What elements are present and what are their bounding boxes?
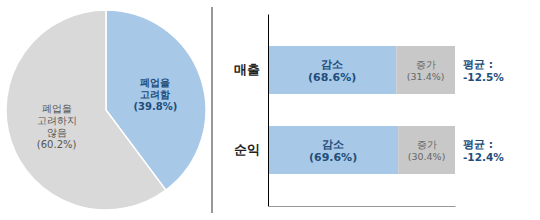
text-line: (30.4%) bbox=[408, 150, 446, 161]
x-axis bbox=[269, 206, 456, 207]
pie: 폐업을고려함(39.8%)폐업을고려하지않음(60.2%) bbox=[6, 10, 206, 210]
annotation: 평균 :-12.5% bbox=[463, 58, 504, 83]
x-axis-line bbox=[269, 206, 456, 207]
text-line: 평균 : bbox=[463, 138, 493, 150]
bars bbox=[268, 46, 455, 174]
text-line: 평균 : bbox=[463, 58, 493, 70]
bar bbox=[398, 126, 455, 174]
bar bbox=[268, 46, 396, 94]
divider bbox=[211, 7, 212, 213]
y-tick-label: 순익 bbox=[234, 142, 260, 157]
chart: 폐업을고려함(39.8%)폐업을고려하지않음(60.2%)감소(68.6%)감소… bbox=[0, 0, 540, 220]
text-line: (68.6%) bbox=[308, 70, 356, 83]
text-line: (39.8%) bbox=[133, 100, 177, 111]
text-line: -12.4% bbox=[463, 151, 504, 163]
bar-label: 증가(30.4%) bbox=[408, 139, 446, 162]
y-tick-label: 매출 bbox=[234, 62, 260, 77]
text-line: (69.6%) bbox=[309, 150, 357, 163]
text-line: 감소 bbox=[321, 57, 343, 70]
text-line: 고려하지 bbox=[37, 115, 77, 126]
labels: 감소(68.6%)감소(69.6%)증가(31.4%)증가(30.4%)평균 :… bbox=[308, 57, 504, 163]
pie-label: 폐업을고려함(39.8%) bbox=[133, 76, 177, 111]
text-line: 폐업을 bbox=[140, 76, 170, 87]
y-tick: 매출 bbox=[234, 62, 268, 77]
text-line: (60.2%) bbox=[37, 139, 77, 150]
y-axis: 매출순익 bbox=[234, 15, 269, 207]
text-line: (31.4%) bbox=[407, 70, 445, 81]
bar-label: 증가(31.4%) bbox=[407, 59, 445, 82]
bar-label: 감소(68.6%) bbox=[308, 57, 356, 83]
text-line: -12.5% bbox=[463, 71, 504, 83]
text-line: 고려함 bbox=[140, 88, 170, 99]
y-tick: 순익 bbox=[234, 142, 268, 157]
annotation: 평균 :-12.4% bbox=[463, 138, 504, 163]
text-line: 증가 bbox=[417, 139, 437, 150]
text-line: 증가 bbox=[416, 59, 436, 70]
bar bbox=[396, 46, 455, 94]
y-axis-line bbox=[268, 15, 269, 207]
bar-label: 감소(69.6%) bbox=[309, 137, 357, 163]
text-line: 않음 bbox=[47, 127, 67, 138]
text-line: 감소 bbox=[322, 137, 344, 150]
pie-label: 폐업을고려하지않음(60.2%) bbox=[37, 103, 77, 150]
text-line: 폐업을 bbox=[42, 103, 72, 114]
bar bbox=[268, 126, 398, 174]
